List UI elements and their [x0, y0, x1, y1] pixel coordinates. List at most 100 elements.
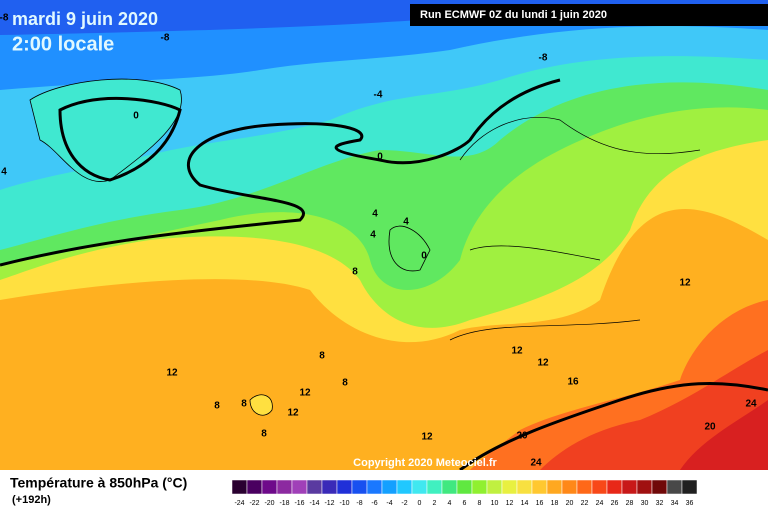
- contour-label: 20: [704, 422, 716, 433]
- scale-label: 20: [566, 500, 574, 507]
- scale-swatch: [411, 479, 428, 495]
- color-scale: -24 -22 -20 -18 -16 -14 -12 -10 -8 -6 -4 -2 0 2 4 6 8 10 1…: [231, 479, 698, 507]
- scale-label: -8: [356, 500, 362, 507]
- scale-label: 32: [656, 500, 664, 507]
- scale-label: -20: [264, 500, 274, 507]
- scale-swatch: [561, 479, 578, 495]
- contour-label: 24: [745, 399, 757, 410]
- scale-label: 30: [641, 500, 649, 507]
- scale-swatch: [516, 479, 533, 495]
- scale-label: 26: [611, 500, 619, 507]
- contour-label: 12: [299, 388, 311, 399]
- scale-swatch: [306, 479, 323, 495]
- scale-label: -18: [279, 500, 289, 507]
- scale-swatch: [456, 479, 473, 495]
- scale-swatch: [366, 479, 383, 495]
- scale-label: -16: [294, 500, 304, 507]
- scale-label: -22: [249, 500, 259, 507]
- contour-label: 12: [166, 368, 178, 379]
- contour-label: 4: [403, 217, 409, 228]
- scale-label: 12: [506, 500, 514, 507]
- contour-label: 12: [679, 278, 691, 289]
- scale-swatch: [426, 479, 443, 495]
- scale-swatch: [576, 479, 593, 495]
- scale-label: 0: [418, 500, 422, 507]
- scale-label: 2: [433, 500, 437, 507]
- copyright: Copyright 2020 Meteociel.fr: [353, 457, 497, 469]
- scale-label: -24: [234, 500, 244, 507]
- contour-label: 12: [421, 432, 433, 443]
- scale-swatch: [531, 479, 548, 495]
- scale-label: 18: [551, 500, 559, 507]
- scale-swatch: [276, 479, 293, 495]
- scale-label: 36: [686, 500, 694, 507]
- contour-label: 0: [133, 111, 139, 122]
- contour-label: 16: [567, 377, 579, 388]
- contour-label: 12: [511, 346, 523, 357]
- scale-label: 10: [491, 500, 499, 507]
- scale-swatch: [621, 479, 638, 495]
- legend-title: Température à 850hPa (°C): [10, 475, 187, 491]
- scale-label: -4: [386, 500, 392, 507]
- scale-label: -14: [309, 500, 319, 507]
- contour-label: 4: [1, 167, 7, 178]
- contour-label: 4: [370, 230, 376, 241]
- scale-swatch: [471, 479, 488, 495]
- date-label: mardi 9 juin 2020: [12, 9, 158, 29]
- scale-swatch: [246, 479, 263, 495]
- scale-label: 24: [596, 500, 604, 507]
- scale-swatch: [501, 479, 518, 495]
- run-label: Run ECMWF 0Z du lundi 1 juin 2020: [420, 9, 607, 21]
- scale-swatch: [636, 479, 653, 495]
- contour-label: 8: [261, 429, 267, 440]
- contour-label: 24: [530, 458, 542, 469]
- temperature-field: [0, 0, 768, 470]
- scale-swatch: [546, 479, 563, 495]
- scale-label: 28: [626, 500, 634, 507]
- contour-label: -8: [0, 13, 9, 24]
- scale-swatch: [291, 479, 308, 495]
- scale-label: -10: [339, 500, 349, 507]
- scale-label: -6: [371, 500, 377, 507]
- scale-swatch: [591, 479, 608, 495]
- scale-swatch: [441, 479, 458, 495]
- run-banner: [410, 4, 768, 26]
- scale-swatch: [351, 479, 368, 495]
- scale-label: -2: [401, 500, 407, 507]
- contour-label: -4: [374, 90, 383, 101]
- scale-label: 4: [448, 500, 452, 507]
- scale-swatch: [681, 479, 698, 495]
- contour-label: 8: [214, 401, 220, 412]
- time-label: 2:00 locale: [12, 33, 114, 55]
- contour-label: -8: [539, 53, 548, 64]
- scale-swatch: [666, 479, 683, 495]
- contour-label: 0: [377, 152, 383, 163]
- contour-label: -8: [161, 33, 170, 44]
- scale-swatch: [396, 479, 413, 495]
- scale-label: 16: [536, 500, 544, 507]
- scale-label: 34: [671, 500, 679, 507]
- contour-label: 8: [342, 378, 348, 389]
- contour-label: 20: [516, 431, 528, 442]
- contour-label: 12: [287, 408, 299, 419]
- scale-swatch: [231, 479, 248, 495]
- legend-lead: (+192h): [12, 494, 51, 506]
- scale-swatch: [261, 479, 278, 495]
- scale-label: -12: [324, 500, 334, 507]
- scale-swatch: [336, 479, 353, 495]
- contour-label: 8: [352, 267, 358, 278]
- contour-label: 4: [372, 209, 378, 220]
- scale-label: 14: [521, 500, 529, 507]
- scale-label: 8: [478, 500, 482, 507]
- contour-label: 0: [421, 251, 427, 262]
- scale-swatch: [651, 479, 668, 495]
- scale-swatch: [606, 479, 623, 495]
- scale-label: 6: [463, 500, 467, 507]
- contour-label: 12: [537, 358, 549, 369]
- scale-label: 22: [581, 500, 589, 507]
- scale-swatch: [486, 479, 503, 495]
- contour-label: 8: [241, 399, 247, 410]
- contour-label: 8: [319, 351, 325, 362]
